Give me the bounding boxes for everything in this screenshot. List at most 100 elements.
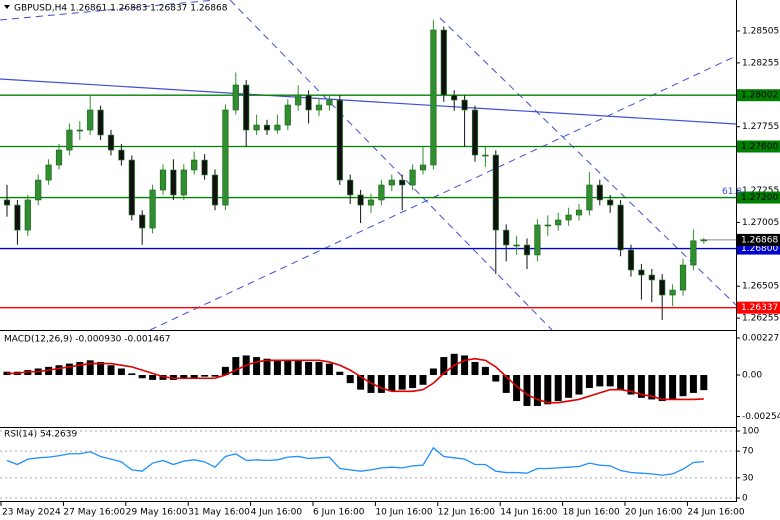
macd-bar	[617, 374, 625, 390]
candle-body	[87, 109, 94, 131]
candle-body	[513, 244, 520, 247]
candle-body	[617, 204, 624, 251]
candle-body	[357, 194, 364, 206]
macd-bar	[596, 374, 604, 387]
y-tick-label: 100	[742, 427, 759, 437]
x-tick-label: 31 May 16:00	[188, 508, 250, 518]
last-price-label: 1.26868	[741, 235, 778, 245]
candle-body	[191, 159, 198, 171]
rsi-line	[6, 446, 704, 476]
macd-bar	[575, 374, 583, 395]
macd-bar	[221, 366, 229, 375]
candle-body	[367, 199, 375, 206]
macd-bar	[533, 374, 541, 406]
x-tick-label: 29 May 16:00	[126, 508, 188, 518]
candle-body	[315, 104, 323, 111]
candle-body	[336, 99, 343, 181]
channel-line	[229, 0, 553, 331]
last-price-box	[737, 233, 780, 246]
macd-bar	[305, 361, 313, 375]
macd-bar	[461, 355, 469, 375]
macd-bar	[679, 374, 687, 397]
x-tick-label: 12 Jun 16:00	[438, 508, 495, 518]
level-box	[737, 191, 780, 204]
candle-body	[159, 169, 167, 191]
macd-bar	[65, 363, 73, 375]
macd-bar	[97, 361, 105, 375]
candle-body	[565, 214, 572, 221]
macd-bar	[232, 357, 240, 375]
candle-body	[430, 29, 437, 166]
candle-body	[232, 84, 239, 111]
candle-body	[295, 94, 302, 106]
candle-body	[679, 264, 687, 291]
candle-body	[211, 174, 219, 206]
macd-bar	[325, 363, 333, 375]
candle-body	[97, 109, 104, 136]
x-tick-label: 24 Jun 16:00	[687, 508, 744, 518]
macd-bar	[138, 374, 146, 379]
macd-bar	[492, 374, 500, 382]
candle-body	[243, 84, 250, 131]
macd-bar	[190, 374, 198, 379]
candle-body	[669, 289, 676, 296]
candle-body	[378, 184, 385, 201]
candle-body	[149, 189, 156, 229]
menu-arrow	[4, 5, 10, 9]
level-label: 1.27600	[741, 142, 778, 152]
x-tick-label: 23 May 2024	[2, 508, 61, 518]
macd-bar	[315, 361, 323, 375]
candle-body	[419, 164, 427, 171]
y-tick-label: 1.27755	[742, 122, 779, 132]
candle-body	[482, 154, 489, 157]
macd-bar	[429, 368, 437, 375]
macd-bar	[24, 370, 32, 375]
macd-bar	[606, 374, 614, 387]
x-tick-label: 6 Jun 16:00	[313, 508, 365, 518]
candle-body	[14, 204, 21, 231]
x-tick-label: 14 Jun 16:00	[500, 508, 557, 518]
trend-lines	[0, 0, 737, 331]
candle-body	[305, 94, 312, 111]
y-tick-label: 0	[742, 493, 748, 503]
macd-bar	[502, 374, 510, 393]
macd-bar	[149, 374, 157, 380]
level-label: 1.27200	[741, 193, 778, 203]
candle-body	[347, 179, 354, 196]
macd-title: MACD(12,26,9) -0.000930 -0.001467	[4, 335, 170, 345]
macd-bar	[336, 371, 344, 375]
y-tick-label: 0.002273	[742, 333, 780, 343]
candle-body	[596, 184, 603, 201]
y-tick-label: 70	[742, 447, 754, 457]
macd-bar	[637, 374, 645, 398]
candle-body	[24, 199, 31, 231]
rsi-title: RSI(14) 54.2639	[4, 430, 77, 440]
candle-body	[627, 249, 635, 271]
macd-bar	[128, 373, 136, 375]
candle-body	[45, 164, 52, 181]
macd-bar	[388, 374, 396, 392]
candle-body	[66, 129, 73, 151]
candle-body	[586, 184, 593, 211]
level-box	[737, 301, 780, 314]
macd-bar	[440, 357, 448, 375]
macd-bar	[346, 374, 354, 384]
candle-body	[76, 129, 83, 132]
channel-line	[439, 17, 737, 306]
candle-body	[471, 109, 479, 156]
candle-body	[263, 124, 271, 131]
candle-body	[55, 149, 63, 166]
candle-body	[118, 149, 125, 161]
x-tick-label: 10 Jun 16:00	[375, 508, 432, 518]
candle-body	[409, 169, 416, 186]
macd-bar	[669, 374, 677, 400]
macd-bar	[471, 361, 479, 375]
signal-line	[7, 357, 704, 404]
macd-bar	[700, 374, 708, 391]
candle-body	[326, 99, 333, 106]
macd-bar	[263, 358, 271, 375]
fib-label: 61.8	[722, 187, 742, 197]
macd-bar	[211, 374, 219, 377]
y-tick-label: 0.00	[742, 370, 762, 380]
